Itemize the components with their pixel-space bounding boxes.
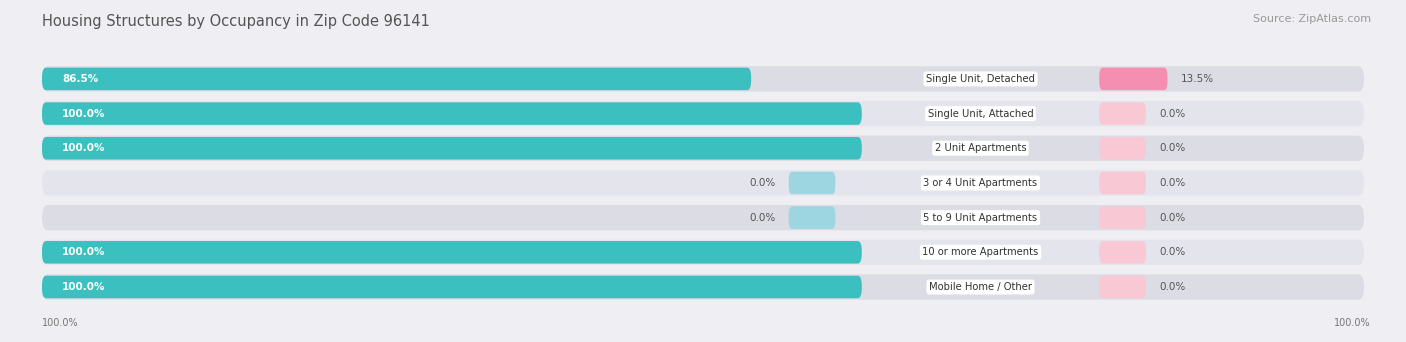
FancyBboxPatch shape: [42, 274, 1364, 300]
Text: 0.0%: 0.0%: [1159, 247, 1185, 257]
FancyBboxPatch shape: [1099, 68, 1167, 90]
Text: Single Unit, Attached: Single Unit, Attached: [928, 108, 1033, 119]
FancyBboxPatch shape: [42, 241, 862, 264]
Text: Source: ZipAtlas.com: Source: ZipAtlas.com: [1253, 14, 1371, 24]
FancyBboxPatch shape: [789, 206, 835, 229]
Text: 0.0%: 0.0%: [1159, 282, 1185, 292]
FancyBboxPatch shape: [42, 68, 751, 90]
Text: 100.0%: 100.0%: [62, 247, 105, 257]
Text: Mobile Home / Other: Mobile Home / Other: [929, 282, 1032, 292]
FancyBboxPatch shape: [42, 101, 1364, 126]
FancyBboxPatch shape: [42, 205, 1364, 230]
FancyBboxPatch shape: [42, 170, 1364, 196]
Text: 13.5%: 13.5%: [1181, 74, 1213, 84]
FancyBboxPatch shape: [42, 66, 1364, 92]
Text: 86.5%: 86.5%: [62, 74, 98, 84]
Text: 0.0%: 0.0%: [749, 213, 776, 223]
FancyBboxPatch shape: [42, 137, 862, 159]
Text: 100.0%: 100.0%: [62, 282, 105, 292]
Text: 3 or 4 Unit Apartments: 3 or 4 Unit Apartments: [924, 178, 1038, 188]
Text: 10 or more Apartments: 10 or more Apartments: [922, 247, 1039, 257]
Text: Housing Structures by Occupancy in Zip Code 96141: Housing Structures by Occupancy in Zip C…: [42, 14, 430, 29]
Text: Single Unit, Detached: Single Unit, Detached: [927, 74, 1035, 84]
Text: 100.0%: 100.0%: [62, 108, 105, 119]
FancyBboxPatch shape: [42, 240, 1364, 265]
FancyBboxPatch shape: [1099, 102, 1146, 125]
FancyBboxPatch shape: [42, 102, 862, 125]
Text: 100.0%: 100.0%: [42, 318, 79, 328]
FancyBboxPatch shape: [1099, 276, 1146, 298]
FancyBboxPatch shape: [42, 276, 862, 298]
Text: 0.0%: 0.0%: [1159, 143, 1185, 153]
Text: 0.0%: 0.0%: [1159, 178, 1185, 188]
FancyBboxPatch shape: [42, 136, 1364, 161]
Text: 2 Unit Apartments: 2 Unit Apartments: [935, 143, 1026, 153]
Text: 100.0%: 100.0%: [62, 143, 105, 153]
FancyBboxPatch shape: [1099, 241, 1146, 264]
Text: 0.0%: 0.0%: [1159, 213, 1185, 223]
FancyBboxPatch shape: [1099, 172, 1146, 194]
FancyBboxPatch shape: [1099, 206, 1146, 229]
Text: 0.0%: 0.0%: [1159, 108, 1185, 119]
FancyBboxPatch shape: [1099, 137, 1146, 159]
Text: 100.0%: 100.0%: [1334, 318, 1371, 328]
Text: 5 to 9 Unit Apartments: 5 to 9 Unit Apartments: [924, 213, 1038, 223]
Text: 0.0%: 0.0%: [749, 178, 776, 188]
FancyBboxPatch shape: [789, 172, 835, 194]
